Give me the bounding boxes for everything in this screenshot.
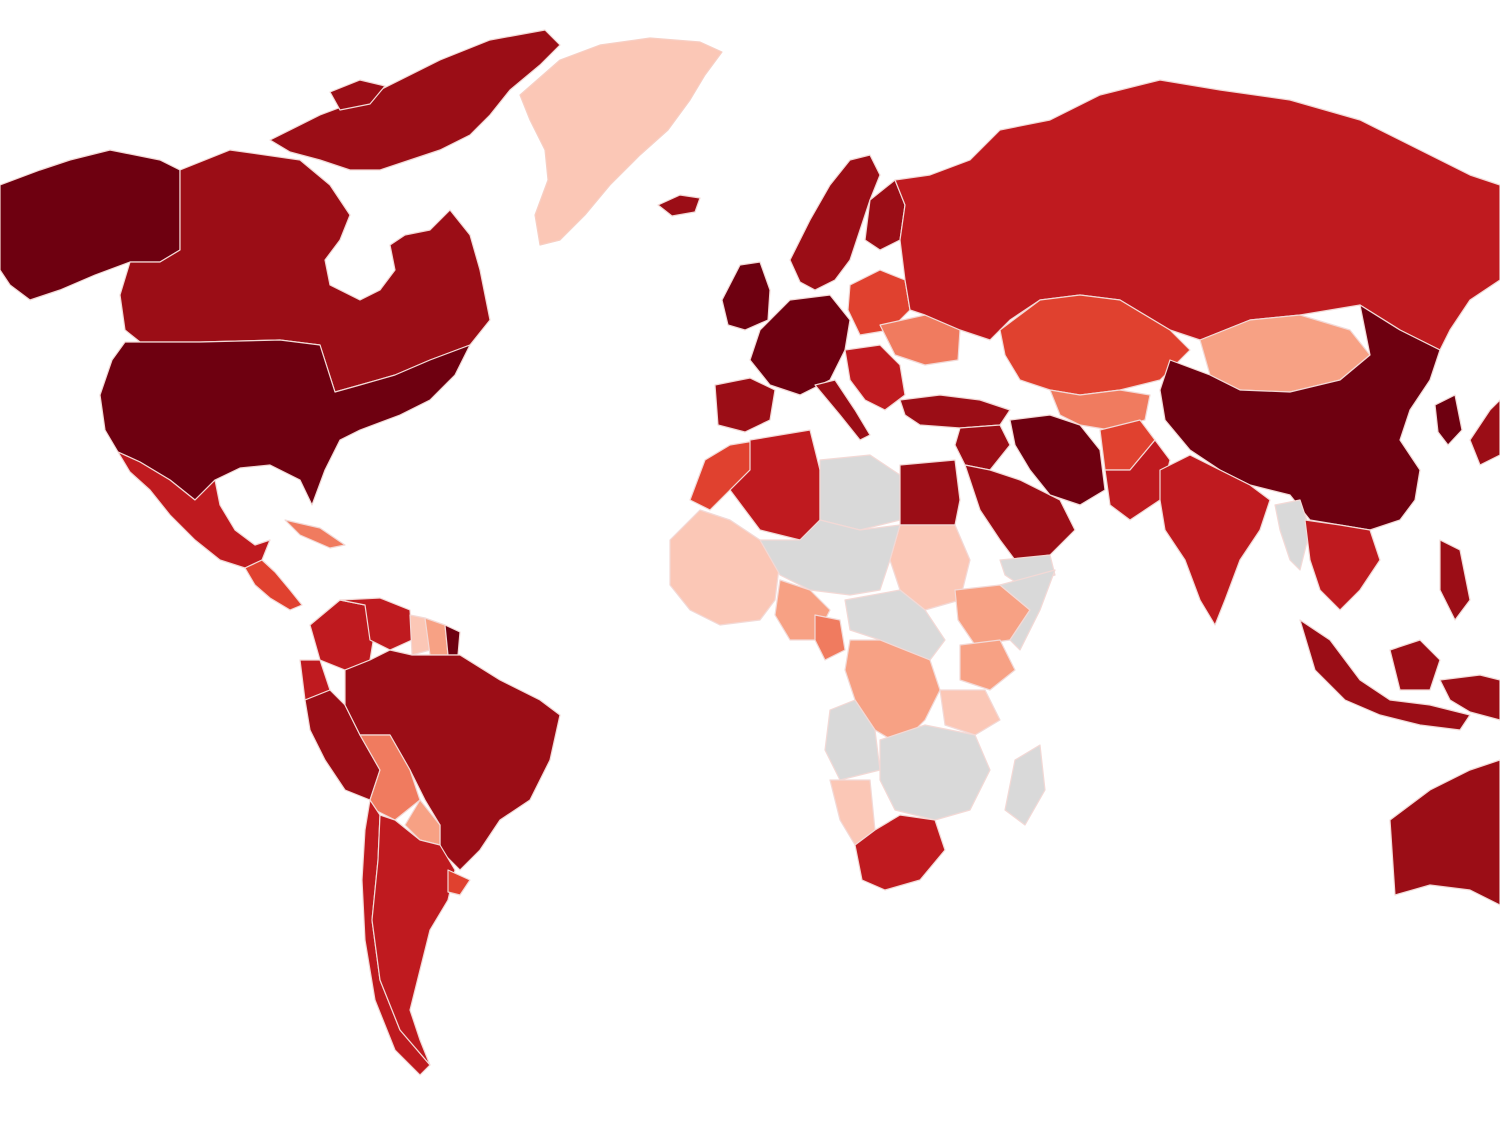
region-somalia — [999, 569, 1056, 651]
region-myanmar — [1274, 499, 1311, 571]
region-balkans — [844, 344, 906, 411]
region-greenland — [519, 37, 723, 246]
region-central-america — [244, 559, 303, 611]
region-cameroon — [814, 614, 846, 661]
region-central-africa — [844, 589, 946, 661]
region-indochina — [1304, 519, 1381, 611]
region-iberia — [714, 377, 776, 433]
region-new-guinea — [1439, 674, 1500, 721]
region-central-asia — [1049, 389, 1151, 431]
region-canada — [119, 149, 491, 393]
region-kazakhstan — [999, 294, 1191, 396]
region-cuba — [284, 519, 346, 549]
region-egypt — [899, 459, 961, 526]
region-canadian-arctic-islands — [269, 29, 561, 171]
region-russia — [894, 79, 1500, 351]
region-saudi-arabia — [964, 464, 1076, 561]
region-australia — [1389, 759, 1500, 906]
region-french-guiana — [444, 624, 461, 656]
region-argentina — [371, 814, 456, 1066]
region-tanzania — [939, 689, 1001, 736]
region-west-africa — [669, 509, 781, 626]
region-middle-east — [954, 424, 1011, 471]
region-sahel — [759, 519, 901, 596]
region-iceland — [657, 194, 701, 217]
region-uk-ireland — [721, 261, 771, 331]
region-turkey — [899, 394, 1011, 429]
region-south-africa — [854, 814, 946, 891]
region-india — [1159, 454, 1271, 626]
region-western-europe — [749, 294, 851, 396]
region-indonesia — [1299, 619, 1471, 731]
region-norway-sweden — [789, 154, 881, 291]
region-japan — [1469, 399, 1500, 466]
region-italy — [814, 379, 871, 441]
region-libya — [819, 454, 901, 531]
region-uruguay — [447, 869, 471, 896]
region-iran — [1009, 414, 1106, 506]
region-madagascar — [1004, 744, 1046, 826]
region-kenya — [959, 639, 1016, 691]
region-philippines — [1439, 539, 1471, 621]
region-mexico — [117, 451, 271, 569]
region-sudan — [889, 524, 971, 611]
region-venezuela — [339, 597, 413, 651]
region-canadian-arctic-islands-west — [329, 79, 386, 111]
region-borneo — [1389, 639, 1441, 691]
region-southern-central-africa — [879, 724, 991, 821]
region-korea — [1434, 394, 1463, 446]
